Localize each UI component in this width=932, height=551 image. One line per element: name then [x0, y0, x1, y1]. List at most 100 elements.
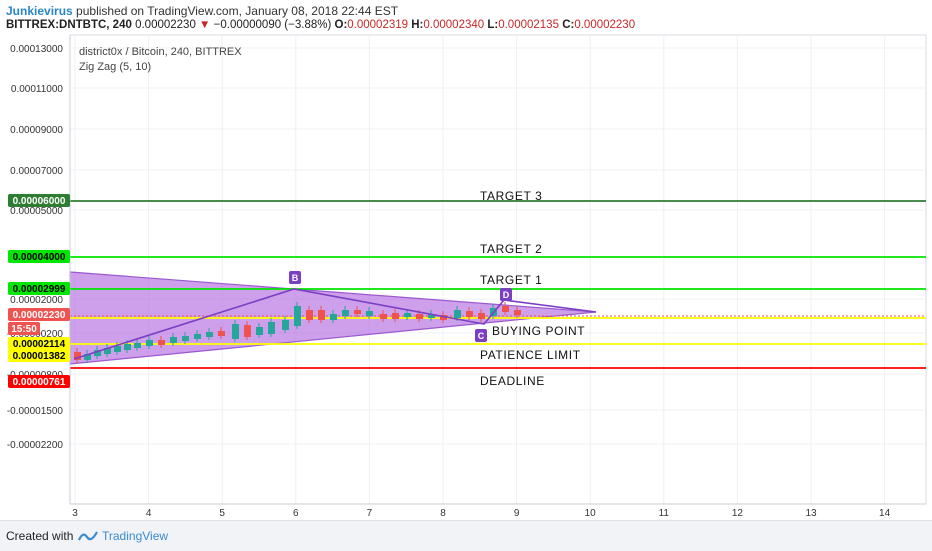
open-label: O:	[334, 19, 348, 31]
level-label: BUYING POINT	[492, 324, 585, 338]
pivot-label: C	[478, 331, 485, 341]
candle	[502, 306, 509, 312]
candle	[206, 332, 213, 337]
pivot-badge	[475, 329, 487, 342]
close-value: 0.00002230	[574, 19, 636, 31]
candle	[454, 310, 461, 318]
chart-frame[interactable]: TARGET 3 TARGET 2 TARGET 1 BUYING POINT PATI…	[0, 34, 932, 520]
x-tick-label: 10	[585, 508, 597, 519]
grid	[69, 34, 927, 505]
x-tick-label: 11	[659, 508, 670, 519]
price-tag-label: 0.00000761	[13, 377, 66, 388]
price-tag-label: 0.00004000	[13, 252, 66, 263]
price-tag	[8, 375, 70, 388]
price-tag	[8, 282, 70, 295]
price-tag	[8, 322, 40, 335]
x-tick-label: 14	[879, 508, 891, 519]
level-label: PATIENCE LIMIT	[480, 348, 581, 362]
level-label: TARGET 1	[480, 273, 542, 287]
publish-info: Junkievirus published on TradingView.com…	[6, 4, 398, 18]
zigzag: B C D	[73, 271, 597, 360]
x-tick-label: 5	[219, 508, 225, 519]
candle	[354, 310, 361, 314]
x-tick-label: 7	[367, 508, 373, 519]
candle	[466, 311, 473, 317]
candle	[318, 310, 325, 320]
price-tag-label: 0.00002114	[13, 339, 66, 350]
price-tag-label: 0.00002230	[13, 310, 66, 321]
ohlc-bar: BITTREX:DNTBTC, 240 0.00002230 ▼ −0.0000…	[6, 19, 635, 31]
low-value: 0.00002135	[498, 19, 559, 31]
pivot-badge	[500, 288, 512, 301]
zigzag-line	[73, 288, 597, 360]
high-label: H:	[411, 19, 424, 31]
price-tag-label: 15:50	[11, 324, 37, 335]
candle	[294, 306, 301, 326]
y-tick-label: 0.00011000	[11, 84, 64, 95]
candle	[330, 314, 337, 320]
symbol-label: BITTREX:DNTBTC, 240	[6, 19, 132, 31]
x-tick-label: 12	[732, 508, 744, 519]
price-tag	[8, 349, 70, 362]
price-tag	[8, 337, 70, 350]
candles	[74, 302, 521, 363]
candle	[170, 337, 177, 343]
chart-title: district0x / Bitcoin, 240, BITTREX	[79, 46, 242, 58]
close-label: C:	[562, 19, 575, 31]
candle	[74, 352, 81, 360]
candle	[182, 336, 189, 341]
y-tick-label: 0.00005000	[10, 206, 63, 217]
chart-svg[interactable]: TARGET 3 TARGET 2 TARGET 1 BUYING POINT PATI…	[0, 34, 932, 520]
candle	[306, 310, 313, 320]
pivot-label: D	[503, 290, 510, 300]
pivot-label: B	[292, 273, 299, 283]
candle	[478, 313, 485, 319]
candle	[268, 322, 275, 334]
candle	[114, 346, 121, 352]
tradingview-link[interactable]: TradingView	[102, 529, 169, 543]
level-label: TARGET 2	[480, 242, 542, 256]
candle	[84, 354, 91, 360]
candle	[104, 348, 111, 354]
candle	[440, 315, 447, 320]
candle	[124, 344, 131, 350]
y-tick-label: 0.00002000	[10, 295, 63, 306]
y-tick-label: -0.00002200	[7, 440, 64, 451]
price-tag-label: 0.00006000	[13, 196, 66, 207]
change-arrow-icon: ▼	[199, 19, 211, 31]
x-tick-label: 6	[293, 508, 299, 519]
candle	[94, 350, 101, 356]
x-tick-label: 4	[146, 508, 152, 519]
horizontal-lines: TARGET 3 TARGET 2 TARGET 1 BUYING POINT PATI…	[70, 189, 926, 388]
x-axis[interactable]: 3 4 5 6 7 8 9 10 11 12 13 14	[70, 503, 926, 519]
candle	[194, 334, 201, 339]
x-tick-label: 13	[805, 508, 817, 519]
indicator-label: Zig Zag (5, 10)	[79, 61, 151, 73]
candle	[244, 325, 251, 337]
candle	[342, 310, 349, 316]
y-tick-label: 0.00013000	[10, 44, 63, 55]
open-value: 0.00002319	[347, 19, 409, 31]
candle	[416, 314, 423, 319]
price-tag	[8, 250, 70, 263]
candle	[134, 343, 141, 348]
candle	[366, 311, 373, 316]
x-tick-label: 8	[440, 508, 446, 519]
change-value: −0.00000090 (−3.88%)	[213, 19, 332, 31]
x-tick-label: 9	[514, 508, 520, 519]
candle	[404, 313, 411, 317]
published-text: published on TradingView.com, January 08…	[76, 4, 399, 18]
level-label: TARGET 3	[480, 189, 542, 203]
candle	[232, 324, 239, 339]
candle	[392, 313, 399, 319]
last-price: 0.00002230	[135, 19, 196, 31]
x-tick-label: 3	[72, 508, 78, 519]
author-name[interactable]: Junkievirus	[6, 4, 73, 18]
candle	[282, 320, 289, 330]
price-tag-label: 0.00002999	[13, 284, 66, 295]
price-tag	[8, 194, 70, 207]
high-value: 0.00002340	[423, 19, 485, 31]
y-tick-label: 0.00007000	[10, 166, 63, 177]
footer: Created with TradingView	[0, 520, 932, 551]
price-tag-label: 0.00001382	[13, 351, 66, 362]
